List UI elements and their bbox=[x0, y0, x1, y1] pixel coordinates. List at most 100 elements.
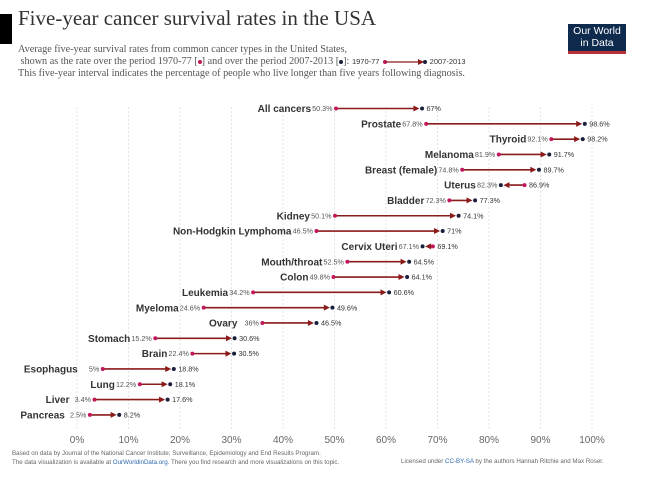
end-value-label: 77.3% bbox=[480, 196, 501, 205]
start-point bbox=[331, 275, 336, 280]
end-point bbox=[387, 290, 392, 295]
legend-end-label: 2007-2013 bbox=[429, 57, 466, 67]
black-tab-marker bbox=[0, 14, 12, 44]
subtitle-line-3: This five-year interval indicates the pe… bbox=[18, 68, 465, 80]
start-value-label: 67.8% bbox=[402, 119, 423, 128]
end-point bbox=[547, 152, 552, 157]
change-arrowhead bbox=[161, 381, 168, 388]
end-value-label: 64.5% bbox=[414, 257, 435, 266]
change-arrowhead bbox=[323, 304, 330, 311]
change-arrowhead bbox=[466, 197, 473, 204]
start-point bbox=[92, 397, 97, 402]
end-point bbox=[420, 106, 425, 111]
end-point bbox=[314, 320, 319, 325]
change-arrowhead bbox=[398, 274, 405, 281]
change-arrowhead bbox=[450, 212, 457, 219]
change-arrowhead bbox=[110, 411, 117, 418]
start-point bbox=[137, 382, 142, 387]
x-tick-label: 50% bbox=[324, 435, 344, 446]
source-line-2b: . There you find research and more visua… bbox=[167, 458, 340, 466]
end-value-label: 74.1% bbox=[463, 211, 484, 220]
start-point bbox=[334, 106, 339, 111]
end-value-label: 98.6% bbox=[589, 119, 610, 128]
start-point bbox=[153, 336, 158, 341]
end-value-label: 98.2% bbox=[587, 135, 608, 144]
end-point bbox=[582, 121, 587, 126]
change-arrowhead bbox=[540, 151, 547, 158]
end-point bbox=[440, 229, 445, 234]
start-point bbox=[447, 198, 452, 203]
category-label: Bladder bbox=[387, 196, 424, 207]
start-value-label: 82.3% bbox=[477, 181, 498, 190]
category-label: Colon bbox=[280, 273, 308, 284]
end-value-label: 46.5% bbox=[321, 319, 342, 328]
source-line-1: Based on data by Journal of the National… bbox=[12, 450, 321, 457]
category-label: Myeloma bbox=[136, 303, 179, 314]
change-arrowhead bbox=[165, 365, 172, 372]
category-label: Liver bbox=[46, 395, 70, 406]
start-value-label: 22.4% bbox=[168, 349, 189, 358]
end-marker-icon bbox=[339, 59, 344, 64]
end-value-label: 71% bbox=[447, 227, 462, 236]
change-arrowhead bbox=[425, 243, 432, 250]
category-label: Kidney bbox=[277, 211, 311, 222]
license-link[interactable]: CC-BY-SA bbox=[445, 458, 474, 465]
logo-line-1: Our World bbox=[573, 25, 621, 37]
start-point bbox=[333, 213, 338, 218]
change-arrowhead bbox=[413, 105, 420, 112]
x-tick-label: 40% bbox=[273, 435, 293, 446]
our-world-in-data-logo[interactable]: Our World in Data bbox=[568, 24, 626, 54]
end-point bbox=[420, 244, 425, 249]
legend-start-label: 1970-77 bbox=[351, 57, 380, 67]
license-note: Licensed under CC-BY-SA by the authors H… bbox=[401, 458, 604, 465]
subtitle-line-2a: shown as the rate over the period 1970-7… bbox=[20, 56, 198, 68]
end-point bbox=[456, 213, 461, 218]
end-point bbox=[232, 336, 237, 341]
end-point bbox=[168, 382, 173, 387]
end-value-label: 91.7% bbox=[554, 150, 575, 159]
category-label: Thyroid bbox=[490, 135, 527, 146]
start-value-label: 81.9% bbox=[475, 150, 496, 159]
legend-arrow-icon bbox=[382, 59, 427, 66]
category-label: Prostate bbox=[361, 119, 401, 130]
start-point bbox=[260, 320, 265, 325]
end-point bbox=[473, 198, 478, 203]
end-point bbox=[165, 397, 170, 402]
x-tick-label: 0% bbox=[70, 435, 85, 446]
end-point bbox=[498, 183, 503, 188]
start-marker-icon bbox=[197, 59, 202, 64]
x-tick-label: 20% bbox=[170, 435, 190, 446]
start-value-label: 49.8% bbox=[310, 273, 331, 282]
end-value-label: 67% bbox=[427, 104, 442, 113]
start-point bbox=[251, 290, 256, 295]
chart-title: Five-year cancer survival rates in the U… bbox=[18, 6, 377, 30]
end-value-label: 64.1% bbox=[412, 273, 433, 282]
start-value-label: 52.5% bbox=[323, 257, 344, 266]
start-value-label: 72.3% bbox=[425, 196, 446, 205]
start-point bbox=[430, 244, 435, 249]
start-value-label: 50.1% bbox=[311, 211, 332, 220]
source-link[interactable]: OurWorldinData.org bbox=[112, 458, 168, 466]
change-arrowhead bbox=[503, 182, 510, 189]
category-label: Breast (female) bbox=[365, 165, 437, 176]
category-label: Melanoma bbox=[425, 150, 474, 161]
end-point bbox=[407, 259, 412, 264]
start-value-label: 50.3% bbox=[312, 104, 333, 113]
logo-line-2: in Data bbox=[580, 36, 614, 49]
subtitle-line-2b: ] and over the period 2007-2013 [ bbox=[201, 56, 340, 68]
start-value-label: 46.5% bbox=[293, 227, 314, 236]
subtitle-line-2c: ]: bbox=[343, 56, 350, 68]
end-value-label: 30.5% bbox=[239, 349, 260, 358]
start-value-label: 24.6% bbox=[180, 303, 201, 312]
subtitle-line-2: shown as the rate over the period 1970-7… bbox=[18, 56, 466, 68]
category-label: Cervix Uteri bbox=[341, 242, 397, 253]
x-tick-label: 60% bbox=[376, 435, 396, 446]
end-value-label: 69.1% bbox=[437, 242, 458, 251]
end-value-label: 60.6% bbox=[394, 288, 415, 297]
end-value-label: 89.7% bbox=[543, 165, 564, 174]
start-value-label: 74.8% bbox=[438, 165, 459, 174]
end-value-label: 8.2% bbox=[124, 411, 141, 420]
category-label: Stomach bbox=[88, 334, 130, 345]
end-value-label: 49.6% bbox=[337, 303, 358, 312]
end-point bbox=[536, 167, 541, 172]
